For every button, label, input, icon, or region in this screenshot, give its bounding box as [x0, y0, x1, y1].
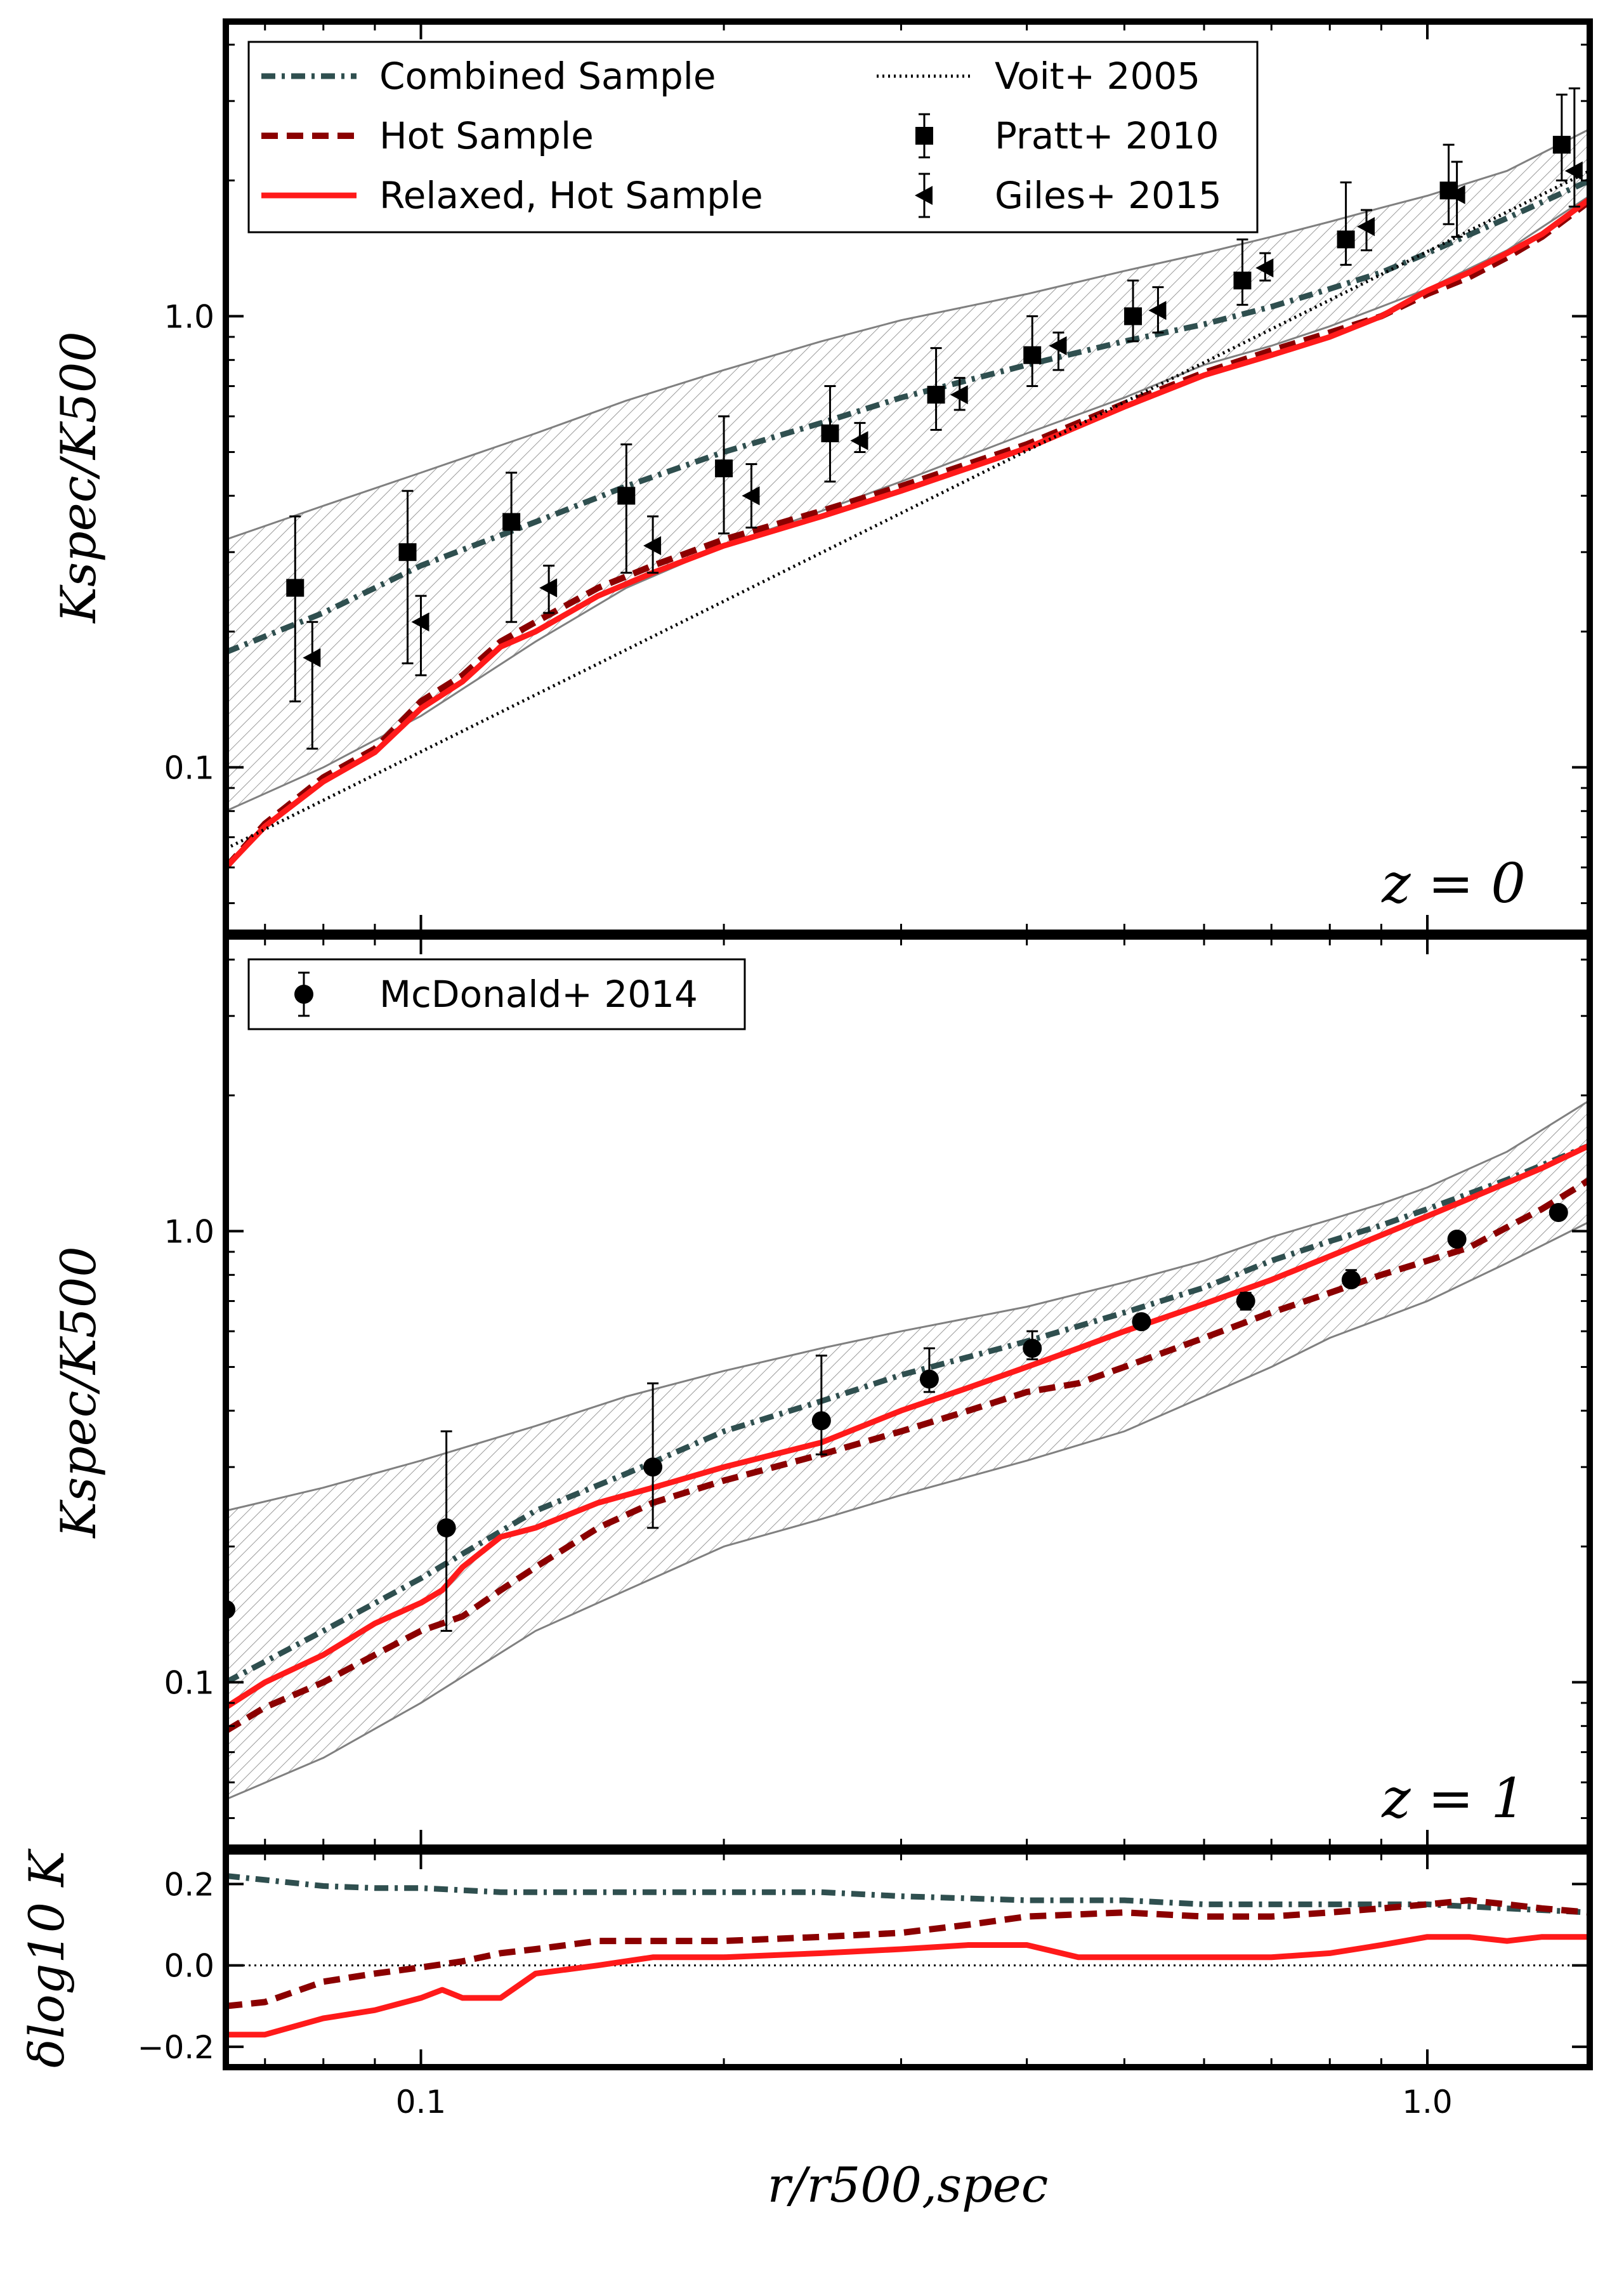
- point-giles-2015-z0: [850, 431, 868, 450]
- point-giles-2015-z0: [539, 578, 558, 598]
- point-mcdonald-2014-z1: [1549, 1202, 1568, 1222]
- frame-z0: [223, 18, 1593, 936]
- scatter-band-z0: [226, 129, 1590, 812]
- point-pratt-2010-z0: [715, 459, 733, 478]
- series-z0: [226, 169, 1590, 870]
- point-giles-2015-z0: [1564, 161, 1583, 181]
- point-mcdonald-2014-z1: [1023, 1339, 1042, 1358]
- ytick-label-z0: 0.1: [164, 749, 214, 786]
- point-mcdonald-2014-z1: [1236, 1291, 1255, 1311]
- legend-top-frame: [247, 41, 1259, 233]
- points-z0: [286, 87, 1583, 750]
- point-mcdonald-2014-z1: [1132, 1312, 1151, 1332]
- point-mcdonald-2014-z1: [811, 1411, 831, 1431]
- legend-label-relaxed-hot-sample: Relaxed, Hot Sample: [379, 174, 763, 217]
- point-pratt-2010-z0: [502, 513, 521, 531]
- series-relaxed-hot-sample-z0: [226, 196, 1590, 870]
- legend-sample-giles-2015: [915, 186, 933, 205]
- series-voit-2005-z0: [226, 169, 1590, 850]
- frame-z1: [223, 933, 1593, 1851]
- point-pratt-2010-z0: [927, 386, 945, 404]
- point-giles-2015-z0: [742, 486, 760, 506]
- series-relaxed-hot-sample-residual: [226, 1934, 1590, 2038]
- legend-label-voit-2005: Voit+ 2005: [995, 55, 1200, 98]
- point-giles-2015-z0: [1357, 217, 1375, 237]
- ylabel-z1: Kspec/K500: [50, 1246, 107, 1539]
- series-hot-sample-z0: [226, 198, 1590, 870]
- legend-sample-pratt-2010: [915, 127, 933, 145]
- legend-label-combined-sample: Combined Sample: [379, 55, 716, 98]
- band-lower-edge-z0: [226, 195, 1590, 812]
- point-mcdonald-2014-z1: [1341, 1270, 1361, 1290]
- point-pratt-2010-z0: [1337, 230, 1355, 249]
- panel-z0: 0.1 1.0 Kspec/K500 z = 0 Combined Sample H…: [50, 18, 1593, 936]
- point-mcdonald-2014-z1: [919, 1369, 939, 1389]
- ticks-z1: 0.1 1.0: [164, 937, 1590, 1848]
- legend-label-pratt-2010: Pratt+ 2010: [995, 114, 1219, 157]
- point-pratt-2010-z0: [617, 487, 636, 505]
- scatter-band-z1: [226, 1100, 1590, 1799]
- band-z1: [226, 1099, 1590, 1801]
- point-giles-2015-z0: [643, 536, 662, 556]
- xtick-label-residual: 0.1: [396, 2084, 447, 2120]
- point-giles-2015-z0: [303, 648, 321, 667]
- ylabel-z0: Kspec/K500: [50, 331, 107, 624]
- point-mcdonald-2014-z1: [1447, 1230, 1467, 1249]
- points-z1: [226, 1202, 1568, 1632]
- panel-label-z1: z = 1: [1381, 1767, 1526, 1830]
- ytick-label-z0: 1.0: [164, 298, 214, 335]
- legend-label-giles-2015: Giles+ 2015: [995, 174, 1222, 217]
- point-pratt-2010-z0: [1023, 346, 1042, 364]
- ytick-label-residual: −0.2: [138, 2029, 214, 2066]
- ytick-label-z1: 1.0: [164, 1213, 214, 1250]
- series-residual: [226, 1873, 1590, 2038]
- ylabel-residual: δlog10 K: [18, 1848, 75, 2068]
- ytick-label-residual: 0.0: [164, 1948, 214, 1985]
- frame-residual: [223, 1848, 1593, 2070]
- panel-residual: 0.1 1.0 −0.2 0.0 0.2 δlog10 K r/r500,spec: [18, 1848, 1593, 2213]
- point-mcdonald-2014-z1: [643, 1457, 663, 1477]
- legend-top: Combined Sample Hot Sample Relaxed, Hot Sa…: [247, 41, 1259, 233]
- point-giles-2015-z0: [1148, 301, 1167, 320]
- point-giles-2015-z0: [950, 385, 968, 405]
- xlabel: r/r500,spec: [768, 2157, 1049, 2213]
- point-giles-2015-z0: [1049, 336, 1067, 355]
- panel-label-z0: z = 0: [1381, 852, 1526, 916]
- point-giles-2015-z0: [1255, 258, 1274, 278]
- series-combined-sample-residual: [226, 1873, 1590, 1916]
- series-hot-sample-residual: [226, 1897, 1590, 2009]
- legend-mid-frame: [247, 958, 746, 1030]
- point-pratt-2010-z0: [398, 543, 417, 562]
- ytick-label-z1: 0.1: [164, 1664, 214, 1701]
- point-mcdonald-2014-z1: [436, 1518, 456, 1537]
- point-giles-2015-z0: [1447, 185, 1465, 204]
- legend-mid: McDonald+ 2014: [247, 958, 746, 1030]
- point-pratt-2010-z0: [286, 579, 304, 597]
- point-pratt-2010-z0: [821, 424, 839, 443]
- panel-z1: 0.1 1.0 Kspec/K500 z = 1 McDonald+ 2014: [50, 933, 1593, 1851]
- legend-label-mcdonald-2014: McDonald+ 2014: [379, 973, 698, 1016]
- legend-sample-mcdonald-2014: [294, 985, 313, 1004]
- band-z0: [226, 128, 1590, 812]
- point-pratt-2010-z0: [1552, 136, 1571, 154]
- ytick-label-residual: 0.2: [164, 1866, 214, 1903]
- series-relaxed-hot-sample-z1: [226, 1143, 1590, 1710]
- band-upper-edge-z1: [226, 1099, 1590, 1512]
- xtick-label-residual: 1.0: [1402, 2084, 1453, 2120]
- legend-label-hot-sample: Hot Sample: [379, 114, 594, 157]
- point-giles-2015-z0: [411, 612, 429, 632]
- point-pratt-2010-z0: [1124, 307, 1143, 325]
- point-pratt-2010-z0: [1233, 272, 1252, 290]
- band-upper-edge-z0: [226, 128, 1590, 541]
- band-lower-edge-z1: [226, 1221, 1590, 1801]
